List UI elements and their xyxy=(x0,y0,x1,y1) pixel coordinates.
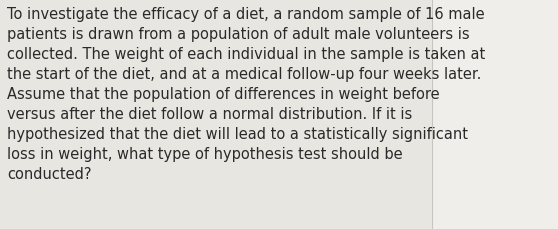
Bar xyxy=(432,0,558,229)
Text: To investigate the efficacy of a diet, a random sample of 16 male
patients is dr: To investigate the efficacy of a diet, a… xyxy=(7,7,485,181)
